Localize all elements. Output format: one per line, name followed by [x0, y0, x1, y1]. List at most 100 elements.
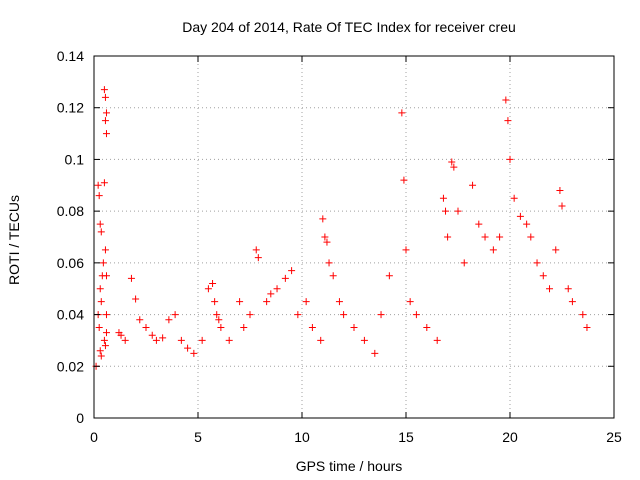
data-point — [335, 298, 343, 306]
data-point — [100, 336, 108, 344]
data-point — [329, 272, 337, 280]
y-tick-label: 0.02 — [57, 358, 84, 374]
data-point — [454, 207, 462, 215]
data-point — [102, 272, 110, 280]
data-point — [558, 202, 566, 210]
data-point — [475, 220, 483, 228]
data-point — [319, 215, 327, 223]
data-point — [96, 220, 104, 228]
data-point — [469, 181, 477, 189]
data-point — [302, 298, 310, 306]
data-point — [94, 181, 102, 189]
data-point — [209, 280, 217, 288]
data-point — [132, 295, 140, 303]
data-point — [579, 311, 587, 319]
x-tick-label: 25 — [606, 429, 622, 445]
data-point — [546, 285, 554, 293]
data-point — [448, 158, 456, 166]
data-point — [321, 233, 329, 241]
data-point — [350, 324, 358, 331]
data-point — [504, 117, 512, 125]
data-point — [564, 285, 572, 293]
x-tick-label: 15 — [398, 429, 414, 445]
x-tick-label: 10 — [294, 429, 310, 445]
data-point — [96, 285, 104, 293]
data-point — [489, 246, 497, 254]
data-point — [433, 336, 441, 344]
data-point — [539, 272, 547, 280]
data-point — [102, 311, 110, 319]
chart-title: Day 204 of 2014, Rate Of TEC Index for r… — [182, 19, 516, 35]
x-tick-label: 0 — [90, 429, 98, 445]
data-point — [101, 246, 109, 254]
y-tick-label: 0 — [76, 410, 84, 426]
data-point — [281, 274, 289, 282]
data-point — [323, 238, 331, 246]
data-point — [142, 324, 150, 331]
data-point — [568, 298, 576, 306]
data-point — [442, 207, 450, 215]
data-point — [450, 163, 458, 171]
data-point — [496, 233, 504, 241]
data-point — [439, 194, 447, 202]
data-point — [385, 272, 393, 280]
data-point — [502, 96, 510, 104]
data-point — [340, 311, 348, 319]
data-point — [552, 246, 560, 254]
data-point — [101, 342, 109, 350]
data-point — [317, 336, 325, 344]
data-point — [100, 86, 108, 94]
data-point — [246, 311, 254, 319]
y-tick-label: 0.08 — [57, 203, 84, 219]
data-point — [263, 298, 271, 306]
data-point — [423, 324, 431, 331]
data-point — [97, 352, 105, 360]
axis-ticks: 0 5 10 15 20 25 0 0.02 0.04 0.06 0.08 0.1 0.12 0.14 — [57, 48, 622, 445]
data-point — [308, 324, 316, 331]
data-point — [402, 246, 410, 254]
x-tick-label: 5 — [194, 429, 202, 445]
data-point — [444, 233, 452, 241]
data-points — [92, 86, 591, 370]
data-point — [190, 349, 198, 357]
data-point — [198, 336, 206, 344]
data-point — [325, 259, 333, 267]
data-point — [101, 117, 109, 125]
data-point — [184, 344, 192, 352]
data-point — [510, 194, 518, 202]
data-point — [294, 311, 302, 319]
data-point — [556, 186, 564, 194]
data-point — [583, 324, 591, 331]
data-point — [159, 334, 167, 342]
data-point — [523, 220, 531, 228]
data-point — [95, 192, 103, 200]
y-tick-label: 0.12 — [57, 100, 84, 116]
y-tick-label: 0.06 — [57, 255, 84, 271]
data-point — [412, 311, 420, 319]
data-point — [213, 311, 221, 319]
data-point — [254, 254, 262, 262]
y-tick-label: 0.04 — [57, 307, 84, 323]
data-point — [371, 349, 379, 357]
data-point — [177, 336, 185, 344]
data-point — [527, 233, 535, 241]
data-point — [252, 246, 260, 254]
data-point — [217, 324, 225, 331]
data-point — [481, 233, 489, 241]
data-point — [102, 109, 110, 117]
data-point — [97, 298, 105, 306]
data-point — [152, 336, 160, 344]
data-point — [506, 155, 514, 163]
data-point — [211, 298, 219, 306]
data-point — [99, 259, 107, 267]
data-point — [102, 130, 110, 138]
y-tick-label: 0.1 — [65, 151, 85, 167]
data-point — [460, 259, 468, 267]
data-point — [136, 316, 144, 324]
data-point — [215, 316, 223, 324]
data-point — [100, 179, 108, 187]
data-point — [360, 336, 368, 344]
y-axis-title: ROTI / TECUs — [6, 195, 22, 285]
